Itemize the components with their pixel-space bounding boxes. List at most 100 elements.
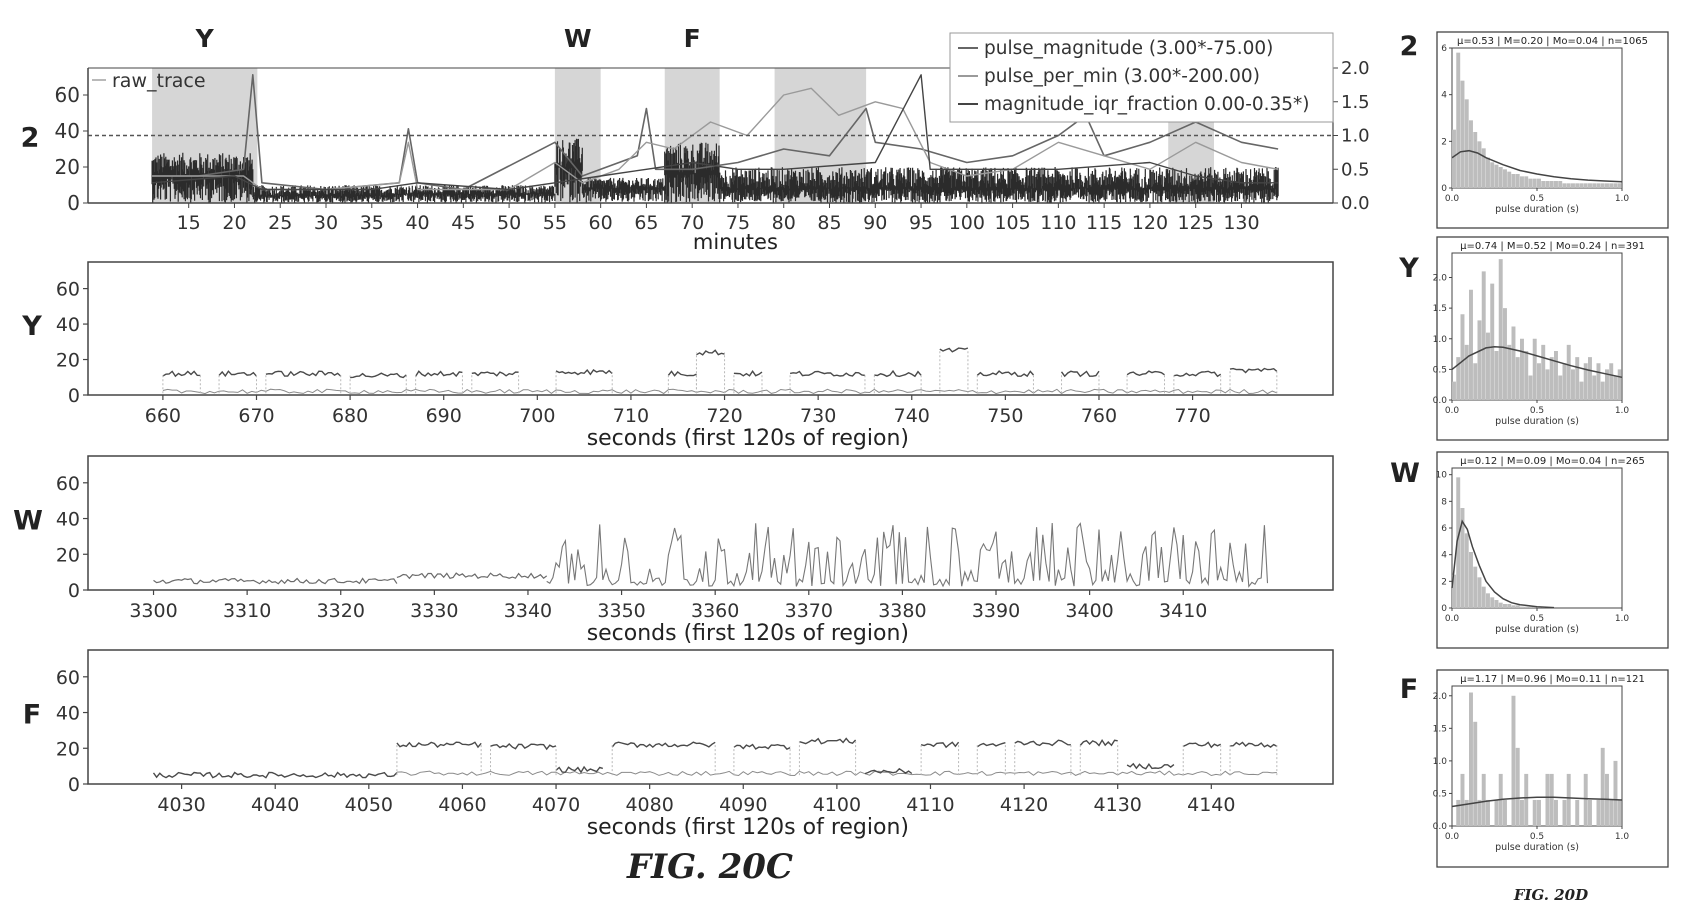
histogram-title: μ=0.74 | M=0.52 | Mo=0.24 | n=391 bbox=[1460, 241, 1645, 252]
trace-segment bbox=[1060, 370, 1100, 378]
x-tick-label: 3350 bbox=[597, 600, 645, 622]
histogram-bar bbox=[1532, 178, 1537, 188]
x-tick-label: 45 bbox=[451, 212, 475, 234]
x-tick-label: 60 bbox=[589, 212, 613, 234]
trace-segment bbox=[1229, 741, 1278, 748]
histogram-bar bbox=[1588, 357, 1592, 400]
histogram-bar bbox=[1481, 271, 1486, 400]
y-tick-label: 0.0 bbox=[1433, 396, 1448, 406]
histogram-bar bbox=[1477, 799, 1482, 826]
histogram-bar bbox=[1605, 369, 1609, 400]
histogram-bar bbox=[1490, 283, 1495, 400]
x-tick-label: 50 bbox=[497, 212, 521, 234]
trace-segment bbox=[874, 369, 922, 378]
histogram-bar bbox=[1549, 773, 1554, 826]
x-tick-label: 0.0 bbox=[1445, 194, 1460, 204]
y-tick-label: 40 bbox=[56, 314, 80, 336]
trace-segment bbox=[415, 370, 463, 378]
histogram-bar bbox=[1583, 183, 1588, 188]
histogram-bar bbox=[1477, 577, 1482, 608]
histogram-bar bbox=[1566, 773, 1571, 826]
region-label: W bbox=[564, 24, 592, 53]
x-tick-label: 15 bbox=[177, 212, 201, 234]
row-label: Y bbox=[1398, 253, 1419, 284]
y-tick-label: 6 bbox=[1441, 44, 1447, 54]
histogram-bar bbox=[1596, 363, 1601, 400]
y-tick-label: 0 bbox=[68, 385, 80, 407]
y-tick-label: 20 bbox=[55, 155, 80, 179]
trace-segment bbox=[976, 370, 1035, 378]
histogram-bar bbox=[1494, 164, 1499, 188]
raw-trace-segment bbox=[719, 167, 1279, 203]
y-tick-label: 40 bbox=[55, 119, 80, 143]
overview-panel: Y W F 0 20 40 60 0.0 0.5 1.0 1.5 2.0 15 20 25 30 35 40 45 5… bbox=[21, 24, 1370, 254]
histogram-bar bbox=[1575, 183, 1580, 188]
trace-segment bbox=[667, 370, 697, 377]
y-tick-label: 0 bbox=[1441, 184, 1447, 194]
x-axis-label: pulse duration (s) bbox=[1495, 204, 1579, 215]
histogram-bar bbox=[1498, 259, 1503, 400]
y-tick-label: 0 bbox=[68, 774, 80, 796]
histogram-bar bbox=[1588, 799, 1592, 826]
row-label: F bbox=[23, 700, 41, 731]
y2-tick-label: 2.0 bbox=[1341, 58, 1370, 79]
row-label: Y bbox=[21, 311, 42, 342]
histogram-bar bbox=[1481, 586, 1486, 608]
histogram-bar bbox=[1605, 183, 1609, 188]
histogram-bar bbox=[1524, 176, 1529, 188]
histogram-bar bbox=[1549, 181, 1554, 188]
histogram-bar bbox=[1452, 574, 1456, 608]
histogram-title: μ=0.12 | M=0.09 | Mo=0.04 | n=265 bbox=[1460, 456, 1645, 467]
histogram-bar bbox=[1511, 695, 1516, 826]
histogram-bar bbox=[1596, 799, 1601, 826]
x-axis-label: seconds (first 120s of region) bbox=[587, 815, 909, 840]
y-tick-label: 1.5 bbox=[1433, 724, 1447, 734]
x-axis-label: seconds (first 120s of region) bbox=[587, 426, 909, 451]
y-tick-label: 60 bbox=[56, 279, 80, 301]
x-tick-label: 35 bbox=[360, 212, 384, 234]
region-w-panel: 0 20 40 60 3300 3310 3320 3330 3340 3350 3360 3370 3… bbox=[13, 455, 1334, 646]
x-tick-label: 0.0 bbox=[1445, 614, 1460, 624]
histogram-bar bbox=[1575, 357, 1580, 400]
histogram-bar bbox=[1481, 148, 1486, 188]
x-axis-label: seconds (first 120s of region) bbox=[587, 621, 909, 646]
histogram-bar bbox=[1473, 566, 1478, 608]
x-tick-label: 730 bbox=[800, 405, 836, 427]
histogram-bar bbox=[1477, 320, 1482, 400]
histogram-bar bbox=[1562, 799, 1567, 826]
histogram-bar bbox=[1460, 314, 1465, 400]
x-tick-label: 3370 bbox=[785, 600, 833, 622]
trace-segment bbox=[153, 577, 398, 585]
y-tick-label: 20 bbox=[56, 544, 80, 566]
x-tick-label: 105 bbox=[994, 212, 1030, 234]
histogram-bar bbox=[1571, 183, 1575, 188]
row-label: W bbox=[13, 506, 43, 537]
histogram-frame bbox=[1436, 236, 1669, 441]
x-tick-label: 4100 bbox=[813, 794, 861, 816]
histogram-bar bbox=[1486, 799, 1490, 826]
histogram-bar bbox=[1558, 181, 1563, 188]
x-tick-label: 700 bbox=[519, 405, 555, 427]
histogram-bar bbox=[1464, 99, 1469, 188]
histogram-2-panel: μ=0.53 | M=0.20 | Mo=0.04 | n=1065 2 0 2 4 6 0… bbox=[1400, 31, 1669, 229]
y-tick-label: 2 bbox=[1441, 137, 1447, 147]
histogram-bar bbox=[1494, 799, 1499, 826]
x-tick-label: 65 bbox=[634, 212, 658, 234]
histogram-bar bbox=[1571, 369, 1575, 400]
histogram-bar bbox=[1520, 338, 1524, 400]
histogram-bar bbox=[1473, 363, 1478, 400]
y-tick-label: 0.5 bbox=[1433, 789, 1447, 799]
histogram-bar bbox=[1596, 183, 1601, 188]
histogram-bar bbox=[1511, 174, 1516, 188]
x-tick-label: 4060 bbox=[438, 794, 486, 816]
trace-segment bbox=[733, 743, 791, 750]
x-tick-label: 4140 bbox=[1187, 794, 1235, 816]
plot-frame bbox=[87, 261, 1334, 396]
histogram-bar bbox=[1460, 773, 1465, 826]
histogram-bar bbox=[1469, 692, 1473, 826]
histogram-bar bbox=[1511, 326, 1516, 400]
trace-segment bbox=[976, 742, 1006, 748]
trace-segment bbox=[396, 741, 482, 749]
x-tick-label: 1.0 bbox=[1615, 406, 1630, 416]
